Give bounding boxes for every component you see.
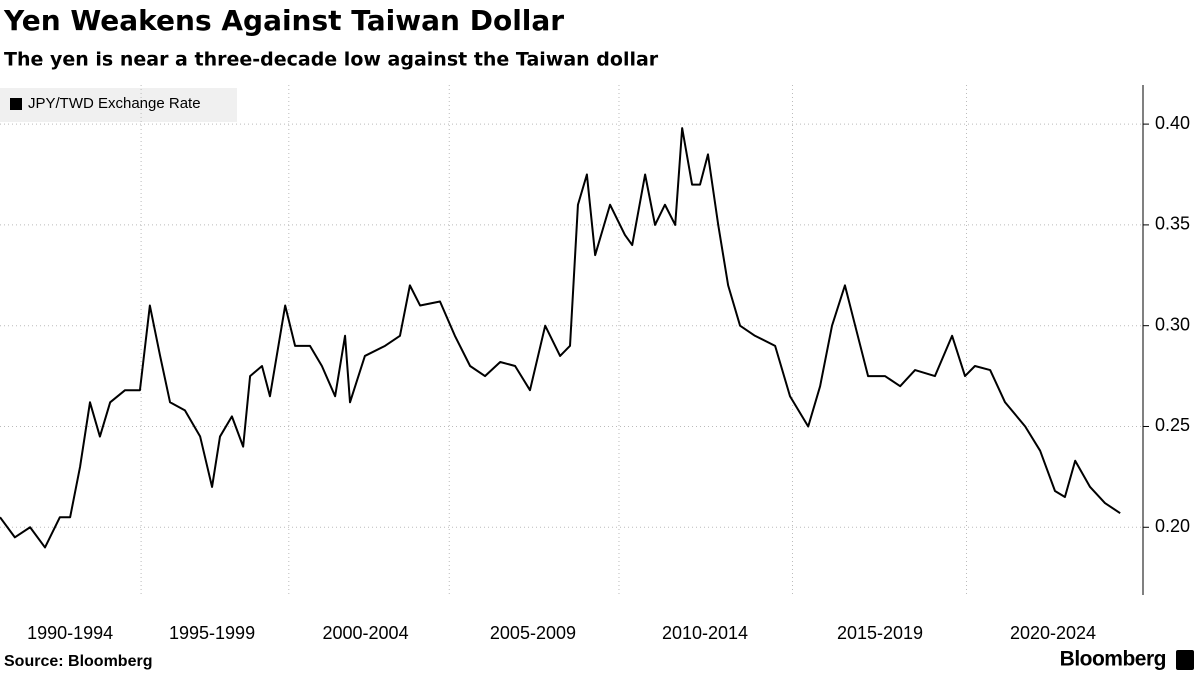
y-tick-label: 0.40 <box>1155 113 1190 133</box>
legend <box>0 88 237 122</box>
y-tick-label: 0.30 <box>1155 314 1190 334</box>
chart-title: Yen Weakens Against Taiwan Dollar <box>3 4 564 37</box>
legend-label: JPY/TWD Exchange Rate <box>28 95 201 112</box>
y-tick-label: 0.35 <box>1155 214 1190 234</box>
chart-subtitle: The yen is near a three-decade low again… <box>4 49 659 71</box>
legend-swatch <box>10 98 22 110</box>
y-tick-label: 0.25 <box>1155 415 1190 435</box>
line <box>0 127 1121 549</box>
y-tick-label: 0.20 <box>1155 516 1190 536</box>
x-tick-label: 2000-2004 <box>323 623 409 643</box>
x-tick-label: 1990-1994 <box>27 623 113 643</box>
x-tick-label: 2015-2019 <box>837 623 923 643</box>
brand: Bloomberg <box>1060 648 1166 671</box>
x-tick-label: 2010-2014 <box>662 623 748 643</box>
brand-icon <box>1176 650 1194 670</box>
x-tick-label: 2005-2009 <box>490 623 576 643</box>
source: Source: Bloomberg <box>4 653 152 670</box>
x-tick-label: 1995-1999 <box>169 623 255 643</box>
x-tick-label: 2020-2024 <box>1010 623 1096 643</box>
